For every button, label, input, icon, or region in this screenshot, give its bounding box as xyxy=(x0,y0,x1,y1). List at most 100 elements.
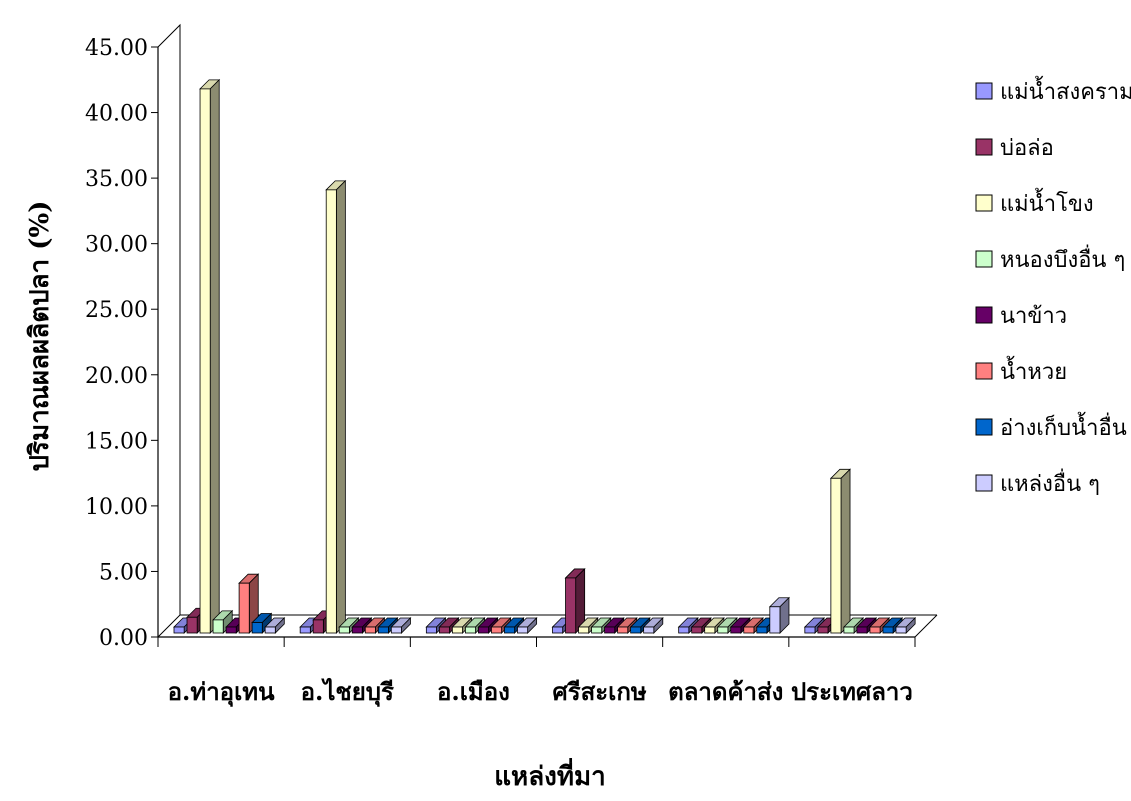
bar xyxy=(251,612,273,634)
bar xyxy=(212,609,234,634)
bar-front xyxy=(830,477,842,634)
y-tick-label: 5.00 xyxy=(99,560,148,585)
y-tick-label: 10.00 xyxy=(85,495,148,520)
y-tick-label: 45.00 xyxy=(85,36,148,61)
legend-swatch xyxy=(975,362,993,380)
y-tick-label: 35.00 xyxy=(85,167,148,192)
bar-front xyxy=(630,626,642,634)
bar xyxy=(199,78,221,634)
bar-front xyxy=(843,626,855,634)
bar xyxy=(690,617,712,634)
legend-swatch xyxy=(975,418,993,436)
legend-label: หนองบึงอื่น ๆ xyxy=(1000,244,1125,273)
bar xyxy=(895,617,917,634)
bar xyxy=(490,617,512,634)
legend-label: บ่อล่อ xyxy=(1000,136,1054,161)
bar-front xyxy=(617,626,629,634)
legend-label: นาข้าว xyxy=(1000,304,1067,329)
legend-label: แหล่งอื่น ๆ xyxy=(1000,468,1100,497)
bar-front xyxy=(491,626,502,634)
bar-front xyxy=(882,626,894,634)
bar-front xyxy=(704,626,716,634)
bar-side xyxy=(209,78,220,634)
bar xyxy=(803,617,825,634)
legend-item: บ่อล่อ xyxy=(975,136,1054,161)
bar-front xyxy=(173,626,185,634)
bar xyxy=(768,596,790,634)
bar xyxy=(390,617,412,634)
legend-swatch xyxy=(975,82,993,100)
bar xyxy=(325,179,347,634)
legend-label: อ่างเก็บน้ำอื่น xyxy=(1000,412,1127,441)
y-axis-title: ปริมาณผลผลิตปลา (%) xyxy=(25,201,55,472)
bar-front xyxy=(186,616,198,634)
bar-front xyxy=(238,582,250,634)
bar-front xyxy=(856,626,868,634)
bar-front xyxy=(730,626,742,634)
legend-item: แม่น้ำสงคราม xyxy=(975,76,1131,105)
bar-front xyxy=(895,626,907,634)
bar-front xyxy=(325,189,337,634)
bar-front xyxy=(552,626,564,634)
bar-front xyxy=(351,626,363,634)
bar-front xyxy=(517,626,529,634)
x-category-label: อ.ไชยบุรี xyxy=(301,677,394,708)
y-axis: 0.00 5.00 10.00 15.00 20.00 25.00 30.00 35.00 40… xyxy=(85,36,158,651)
bar xyxy=(264,617,286,634)
x-category-label: อ.ท่าอุเทน xyxy=(168,677,276,708)
bar-front xyxy=(251,622,263,634)
bar-front xyxy=(504,626,516,634)
bar-front xyxy=(299,626,311,634)
bars-group xyxy=(173,78,917,634)
bar xyxy=(642,617,664,634)
bar-front xyxy=(604,626,616,634)
bar-front xyxy=(804,626,816,634)
legend-label: แม่น้ำสงคราม xyxy=(1000,76,1131,105)
legend-swatch xyxy=(975,250,993,268)
bar-side xyxy=(840,468,851,634)
bar-front xyxy=(264,626,276,634)
bar-front xyxy=(743,626,755,634)
bar xyxy=(829,468,851,634)
floor-edge-right xyxy=(914,614,938,638)
bar-front xyxy=(478,626,489,634)
x-category-label: อ.เมือง xyxy=(437,677,510,706)
chart-walls xyxy=(157,23,938,638)
x-category-label: ศรีสะเกษ xyxy=(552,677,646,706)
bar-front xyxy=(817,626,829,634)
bar-front xyxy=(438,626,450,634)
bar-front xyxy=(643,626,655,634)
legend-label: แม่น้ำโขง xyxy=(1000,188,1094,217)
bar-front xyxy=(591,626,603,634)
x-axis-title: แหล่งที่มา xyxy=(494,757,605,792)
back-wall-edge xyxy=(157,23,937,616)
legend-swatch xyxy=(975,306,993,324)
axis-lines xyxy=(157,47,915,638)
bar-front xyxy=(717,626,729,634)
bar-front xyxy=(756,626,768,634)
bar-front xyxy=(212,619,224,634)
bar-front xyxy=(578,626,590,634)
bar-front xyxy=(377,626,389,634)
bar-front xyxy=(565,577,577,634)
y-tick-label: 0.00 xyxy=(99,626,148,651)
legend-item: แหล่งอื่น ๆ xyxy=(975,468,1100,497)
y-tick-label: 40.00 xyxy=(85,102,148,127)
bar-front xyxy=(425,626,437,634)
bar-side xyxy=(335,179,346,634)
legend-swatch xyxy=(975,474,993,492)
legend-item: นาข้าว xyxy=(975,304,1067,329)
bar-front xyxy=(678,626,690,634)
y-tick-label: 20.00 xyxy=(85,364,148,389)
legend-item: หนองบึงอื่น ๆ xyxy=(975,244,1125,273)
bar-front xyxy=(312,619,324,634)
legend-swatch xyxy=(975,194,993,212)
bar-front xyxy=(869,626,881,634)
bar-front xyxy=(390,626,402,634)
legend-item: อ่างเก็บน้ำอื่น xyxy=(975,412,1127,441)
y-tick-label: 25.00 xyxy=(85,298,148,323)
legend-label: น้ำหวย xyxy=(1000,356,1067,385)
bar-front xyxy=(338,626,350,634)
